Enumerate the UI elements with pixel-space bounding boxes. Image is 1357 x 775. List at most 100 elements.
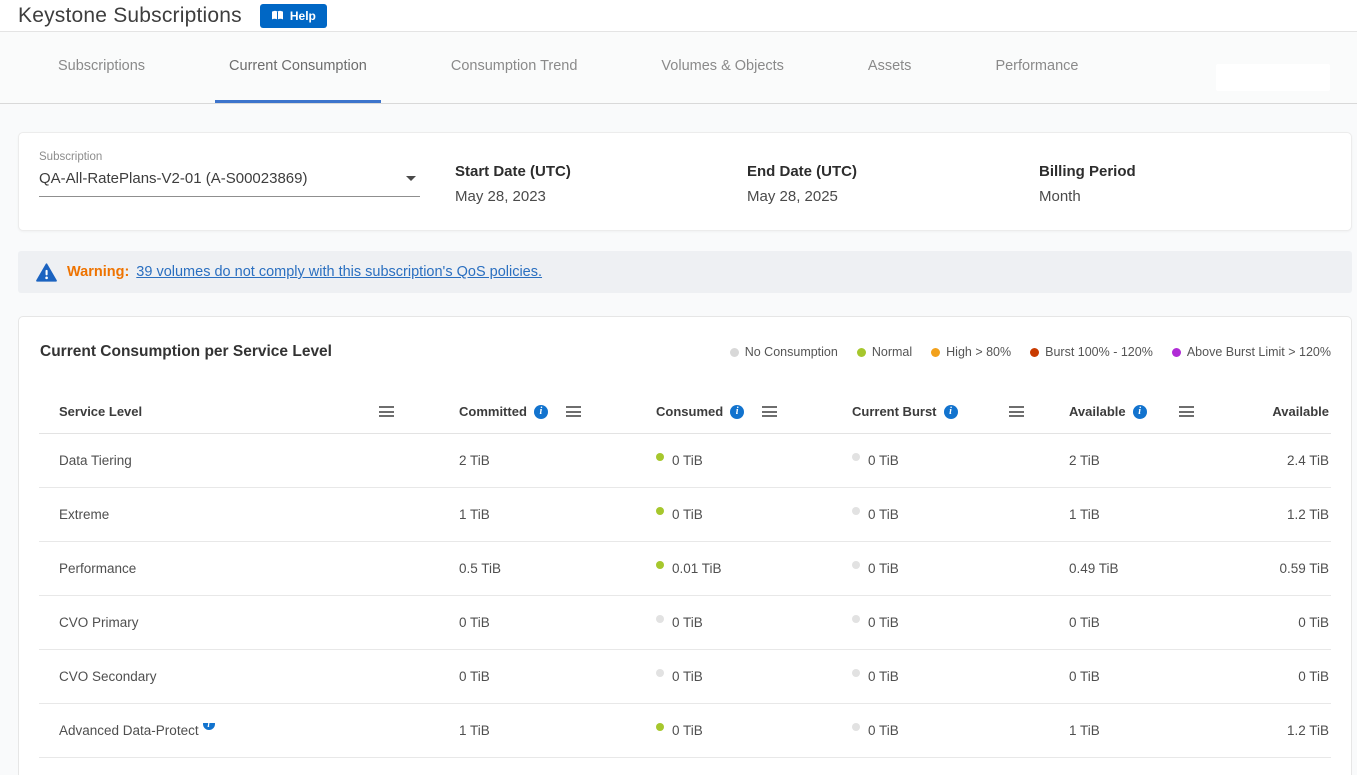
column-menu-icon[interactable]	[762, 406, 777, 417]
table-row: Performance 0.5 TiB 0.01 TiB 0 TiB 0.49 TiB 0…	[39, 542, 1331, 596]
column-header-label: Committed	[459, 404, 527, 419]
committed-cell: 0.5 TiB	[459, 561, 502, 576]
table-row: Data Tiering 2 TiB 0 TiB 0 TiB 2 TiB 2.4 TiB	[39, 434, 1331, 488]
column-header-label: Consumed	[656, 404, 724, 419]
service-level-cell: Advanced Data-Protect i	[39, 723, 379, 738]
current-burst-cell: 0 TiB	[832, 723, 1009, 738]
current-burst-cell: 0 TiB	[832, 453, 1009, 468]
status-dot-icon	[656, 669, 664, 677]
subscription-select-label: Subscription	[39, 151, 103, 163]
committed-cell: 0 TiB	[459, 615, 490, 630]
service-level-cell: CVO Primary	[39, 615, 379, 630]
status-dot-icon	[852, 507, 860, 515]
table-row: Extreme 1 TiB 0 TiB 0 TiB 1 TiB 1.2 TiB	[39, 488, 1331, 542]
available-2-cell: 2.4 TiB	[1286, 453, 1329, 468]
available-cell: 2 TiB	[1069, 453, 1100, 468]
field-value: May 28, 2023	[455, 188, 546, 205]
column-header-committed: Committed i	[439, 404, 566, 419]
info-icon[interactable]: i	[730, 404, 745, 419]
info-icon[interactable]: i	[533, 404, 548, 419]
status-dot-icon	[656, 561, 664, 569]
status-dot-icon	[656, 723, 664, 731]
card-title: Current Consumption per Service Level	[40, 343, 332, 360]
service-level-cell: Performance	[39, 561, 379, 576]
filter-card: Subscription QA-All-RatePlans-V2-01 (A-S…	[18, 132, 1352, 231]
service-level-name: Data Tiering	[59, 453, 132, 468]
field-label: End Date (UTC)	[747, 163, 857, 180]
status-dot-icon	[852, 453, 860, 461]
field-billing-period: Billing Period Month	[1039, 151, 1331, 230]
available-cell: 1 TiB	[1069, 507, 1100, 522]
info-icon[interactable]: i	[1132, 404, 1147, 419]
masked-control[interactable]	[1216, 64, 1330, 91]
service-level-table: Service Level Committed i Consumed i Current …	[39, 390, 1331, 758]
consumed-cell: 0 TiB	[636, 723, 762, 738]
help-button-label: Help	[289, 8, 316, 23]
committed-cell: 1 TiB	[459, 507, 490, 522]
legend-dot-icon	[729, 347, 739, 357]
column-menu-icon[interactable]	[379, 406, 394, 417]
column-header-current-burst: Current Burst i	[832, 404, 1009, 419]
table-header-row: Service Level Committed i Consumed i Current …	[39, 390, 1331, 434]
column-header-label: Available	[1069, 404, 1126, 419]
field-value: Month	[1039, 188, 1081, 205]
column-menu-icon[interactable]	[1009, 406, 1024, 417]
status-dot-icon	[852, 561, 860, 569]
help-button[interactable]: Help	[259, 3, 327, 28]
tab-subscriptions[interactable]: Subscriptions	[58, 58, 146, 74]
service-level-cell: Extreme	[39, 507, 379, 522]
legend-dot-icon	[1171, 347, 1181, 357]
tab-volumes-objects[interactable]: Volumes & Objects	[661, 58, 784, 74]
column-menu-icon[interactable]	[1179, 406, 1194, 417]
legend-item-normal: Normal	[856, 345, 913, 359]
available-2-cell: 0 TiB	[1298, 669, 1329, 684]
available-cell: 0 TiB	[1069, 669, 1100, 684]
legend-item-burst-100-120: Burst 100% - 120%	[1030, 345, 1153, 359]
tab-assets[interactable]: Assets	[867, 58, 912, 74]
legend-dot-icon	[1030, 347, 1040, 357]
current-burst-cell: 0 TiB	[832, 561, 1009, 576]
qos-noncompliance-link[interactable]: 39 volumes do not comply with this subsc…	[136, 264, 543, 280]
legend-item-no-consumption: No Consumption	[729, 345, 838, 359]
column-header-label: Available	[1272, 404, 1329, 419]
warning-icon	[36, 262, 57, 282]
subscription-select-value: QA-All-RatePlans-V2-01 (A-S00023869)	[39, 170, 308, 187]
consumed-cell: 0 TiB	[636, 669, 762, 684]
subscription-select[interactable]: Subscription QA-All-RatePlans-V2-01 (A-S…	[39, 151, 420, 230]
book-icon	[271, 10, 284, 21]
legend-dot-icon	[931, 347, 941, 357]
available-cell: 0.49 TiB	[1069, 561, 1119, 576]
info-icon[interactable]: i	[943, 404, 958, 419]
field-end-date-utc: End Date (UTC) May 28, 2025	[747, 151, 1039, 230]
legend-label: Normal	[871, 345, 913, 359]
column-menu-icon[interactable]	[566, 406, 581, 417]
legend-label: No Consumption	[744, 345, 838, 359]
tab-bar: Subscriptions Current Consumption Consumpt…	[0, 32, 1357, 104]
status-dot-icon	[656, 615, 664, 623]
status-dot-icon	[852, 615, 860, 623]
info-icon[interactable]: i	[202, 723, 215, 730]
page-title: Keystone Subscriptions	[18, 3, 242, 27]
current-consumption-card: Current Consumption per Service Level No…	[18, 316, 1352, 775]
status-dot-icon	[656, 453, 664, 461]
field-start-date-utc: Start Date (UTC) May 28, 2023	[455, 151, 747, 230]
status-dot-icon	[852, 723, 860, 731]
legend-dot-icon	[856, 347, 866, 357]
available-cell: 0 TiB	[1069, 615, 1100, 630]
title-bar: Keystone Subscriptions Help	[0, 0, 1357, 32]
tab-performance[interactable]: Performance	[995, 58, 1079, 74]
committed-cell: 2 TiB	[459, 453, 490, 468]
column-header-label: Current Burst	[852, 404, 937, 419]
tab-consumption-trend[interactable]: Consumption Trend	[450, 58, 578, 74]
table-row: CVO Primary 0 TiB 0 TiB 0 TiB 0 TiB 0 TiB	[39, 596, 1331, 650]
service-level-name: Performance	[59, 561, 137, 576]
current-burst-cell: 0 TiB	[832, 669, 1009, 684]
available-2-cell: 0 TiB	[1298, 615, 1329, 630]
field-label: Start Date (UTC)	[455, 163, 571, 180]
field-label: Billing Period	[1039, 163, 1136, 180]
tab-current-consumption[interactable]: Current Consumption	[215, 32, 381, 103]
chevron-down-icon	[406, 176, 416, 181]
warning-banner: Warning: 39 volumes do not comply with t…	[18, 251, 1352, 293]
service-level-cell: CVO Secondary	[39, 669, 379, 684]
consumed-cell: 0 TiB	[636, 507, 762, 522]
